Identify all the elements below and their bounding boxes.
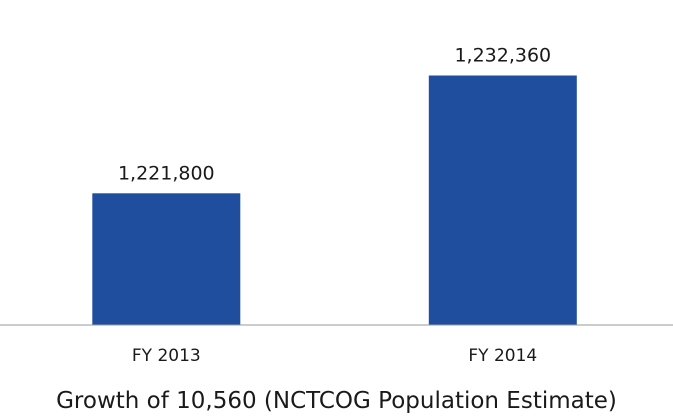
data-label-0: 1,221,800	[118, 162, 215, 184]
bar-1	[428, 75, 577, 325]
data-label-1: 1,232,360	[454, 45, 551, 67]
x-axis-label: Growth of 10,560 (NCTCOG Population Esti…	[56, 388, 617, 414]
x-tick-label-1: FY 2014	[468, 346, 537, 366]
bars-group	[92, 75, 577, 325]
labels-group: 1,221,800 FY 2013 1,232,360 FY 2014	[118, 45, 551, 367]
bar-0	[92, 193, 241, 325]
x-tick-label-0: FY 2013	[132, 346, 201, 366]
